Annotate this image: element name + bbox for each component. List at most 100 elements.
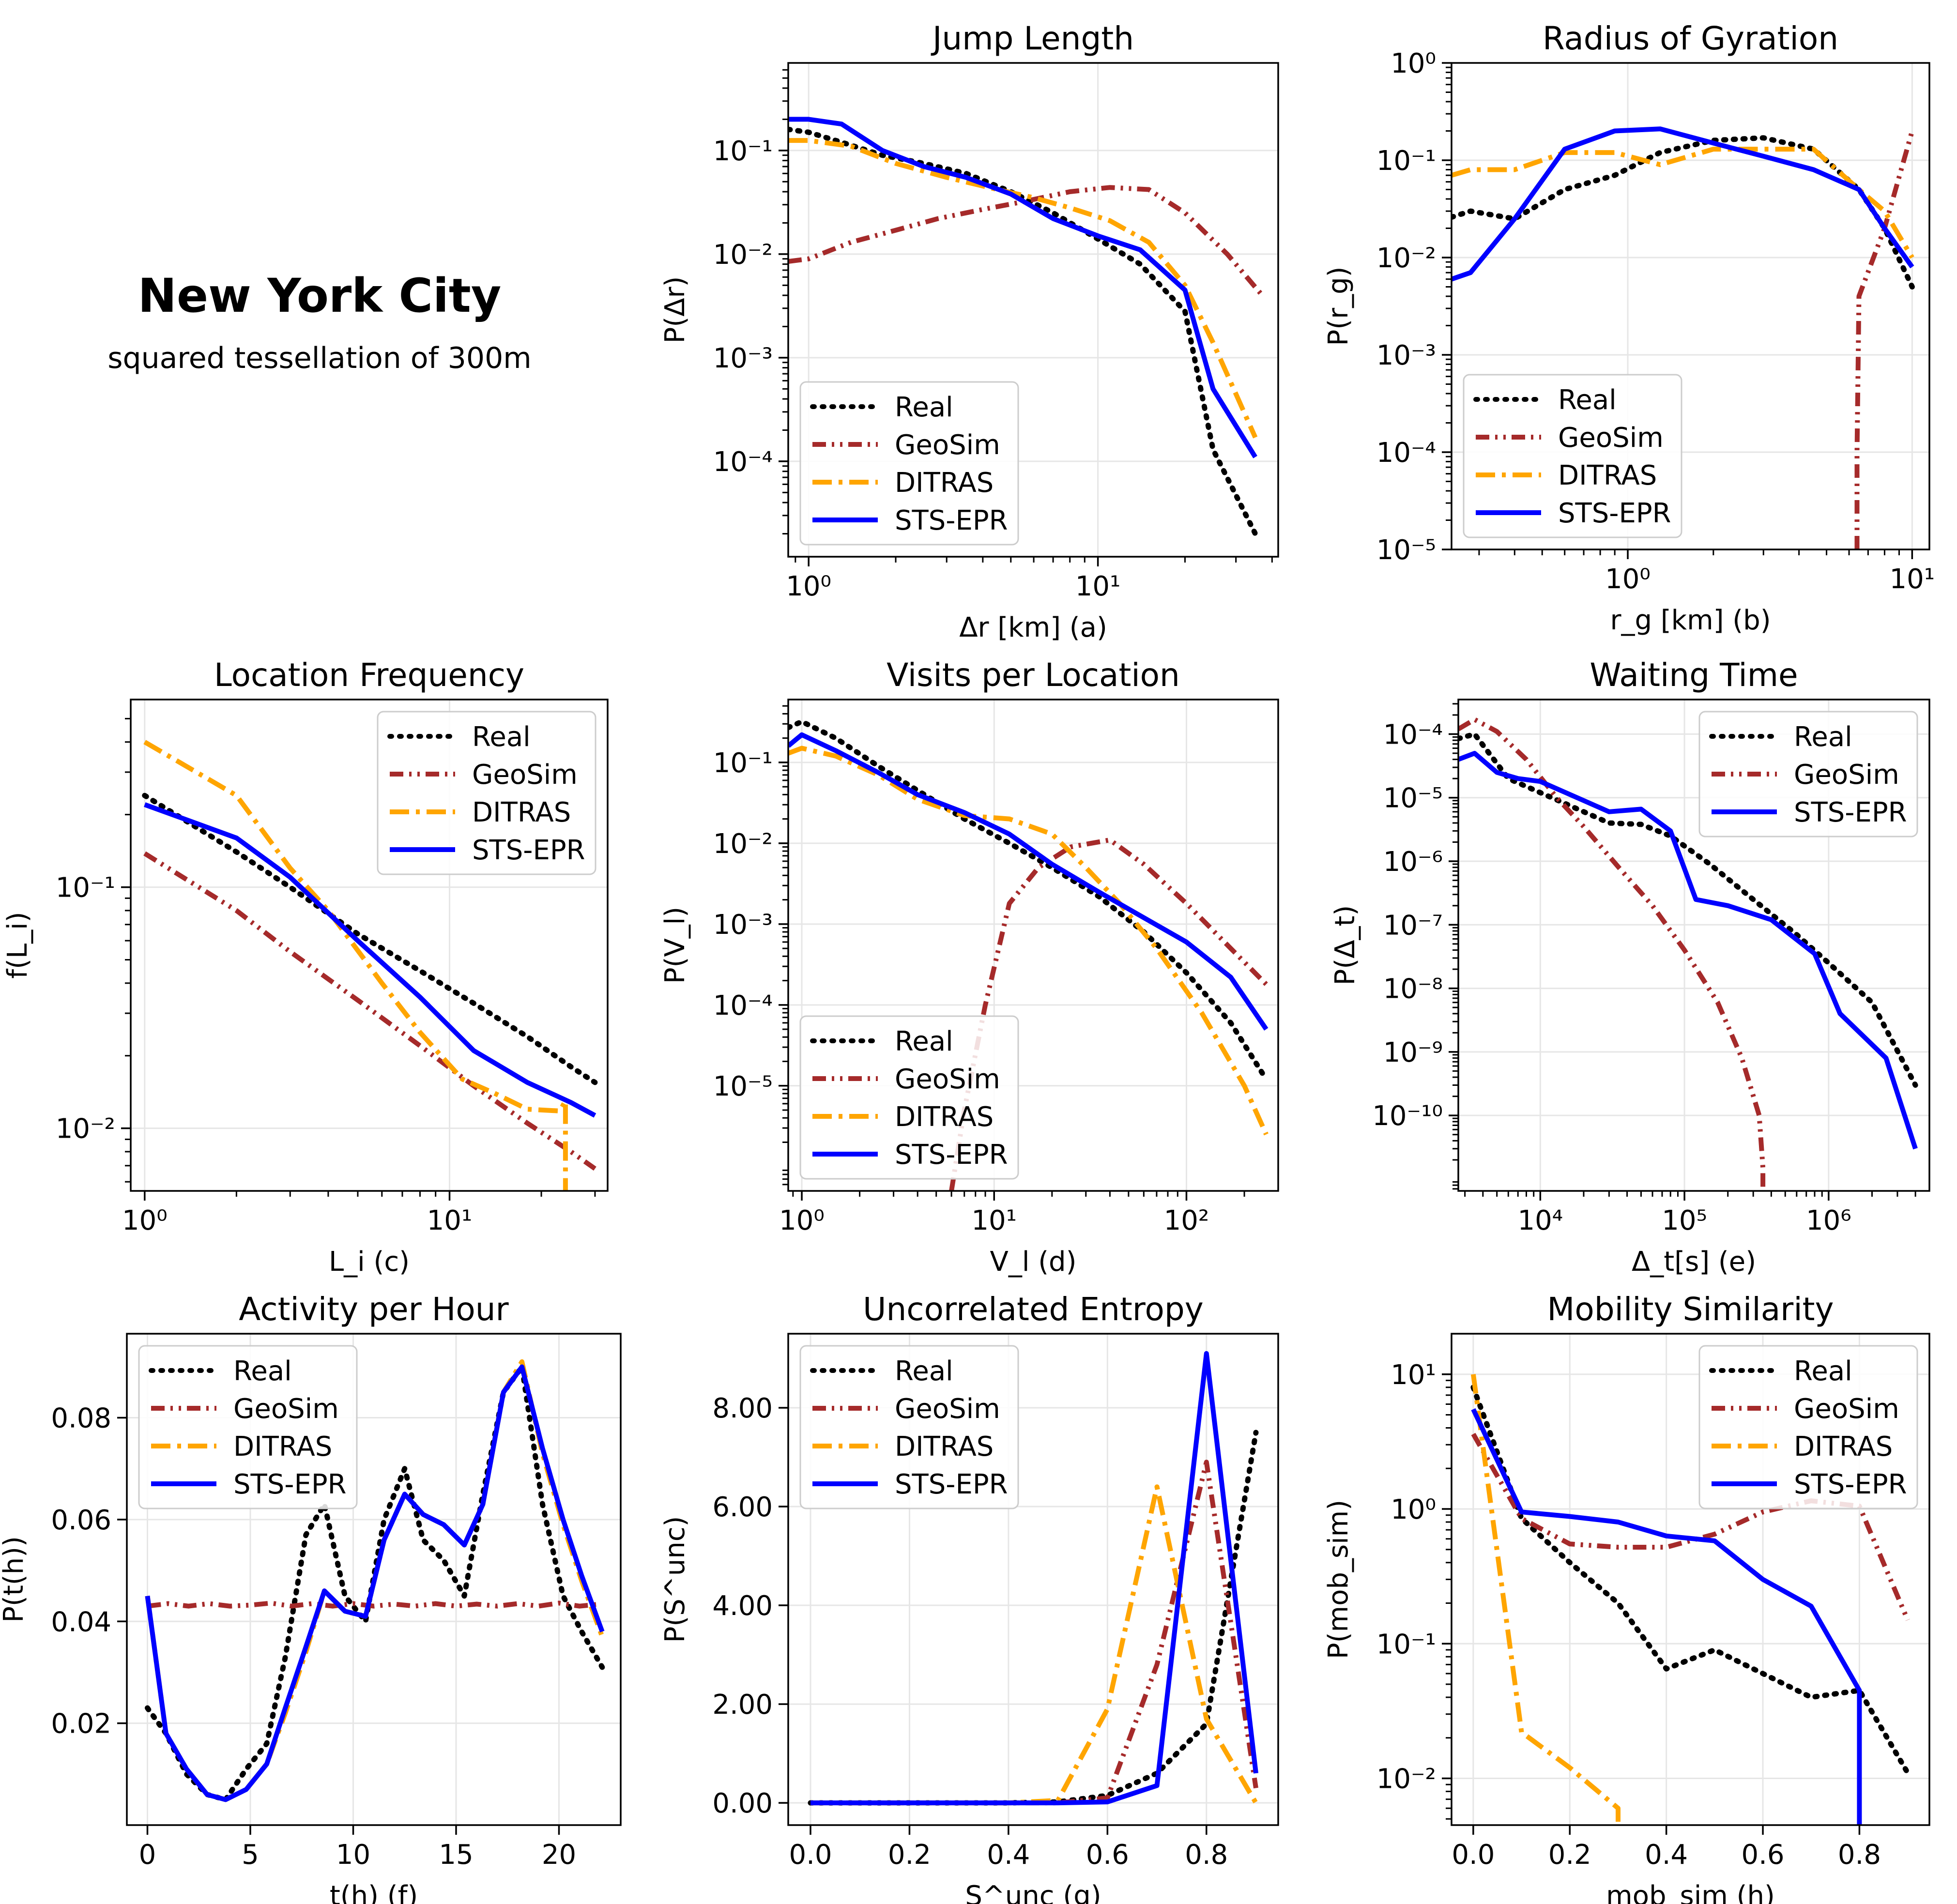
- series-line-sts-epr: [810, 1351, 1258, 1806]
- chart-jump-length: 10⁰ 10¹ 10⁻¹ 10⁻² 10⁻³ 10⁻⁴ Jump Length Δr [km]…: [659, 20, 1279, 643]
- series-line-ditras: [788, 746, 1269, 1136]
- series-line-ditras: [1470, 1374, 1621, 1825]
- y-tick-label: 10⁻¹: [1376, 145, 1436, 177]
- series-line-sts-epr: [1458, 751, 1918, 1150]
- legend-label-real: Real: [895, 1356, 953, 1387]
- y-tick-label: 10⁻²: [713, 239, 773, 271]
- legend-box: [377, 711, 596, 875]
- y-tick-label: 10⁻¹: [56, 872, 115, 904]
- x-tick-label: 0.2: [1548, 1839, 1591, 1871]
- plot-frame: [130, 699, 609, 1192]
- x-tick-label: 10⁰: [122, 1205, 168, 1236]
- y-tick-label: 10⁻⁸: [1383, 974, 1443, 1005]
- y-axis-label: f(L_i): [2, 912, 33, 978]
- legend-box: [138, 1345, 358, 1509]
- x-tick-label: 10⁰: [786, 571, 831, 602]
- y-tick-label: 10⁻⁵: [713, 1071, 773, 1102]
- series-line-real: [788, 719, 1269, 1082]
- series-line-real: [1470, 1385, 1911, 1776]
- chart-visits-per-location: 10⁰ 10¹ 10² 10⁻¹ 10⁻² 10⁻³ 10⁻⁴ 10⁻⁵ Visits per …: [659, 656, 1279, 1278]
- series-line-ditras: [788, 138, 1258, 439]
- y-axis-label: P(Δr): [659, 276, 691, 344]
- legend-box: [1698, 1345, 1918, 1509]
- y-tick-label: 10¹: [1391, 1359, 1436, 1391]
- chart-title: Radius of Gyration: [1543, 20, 1838, 57]
- y-tick-label: 0.00: [712, 1788, 773, 1819]
- legend-label-sts-epr: STS-EPR: [895, 1139, 1008, 1171]
- y-tick-label: 10⁻⁴: [1376, 437, 1436, 469]
- y-tick-label: 10⁻⁹: [1383, 1037, 1443, 1068]
- legend: Real GeoSim DITRAS STS-EPR: [138, 1345, 358, 1509]
- x-axis-label: r_g [km] (b): [1610, 605, 1771, 636]
- chart-location-frequency: 10⁰ 10¹ 10⁻¹ 10⁻² Location Frequency L_i (c) f…: [2, 656, 609, 1278]
- x-axis-label: Δ_t[s] (e): [1632, 1246, 1756, 1278]
- y-tick-label: 10⁰: [1391, 1494, 1436, 1525]
- series-group: [1470, 1374, 1911, 1825]
- y-tick-label: 10⁻¹: [713, 136, 773, 167]
- series-line-sts-epr: [144, 802, 596, 1118]
- x-tick-label: 10⁰: [779, 1205, 825, 1236]
- y-tick-label: 10⁻⁶: [1383, 846, 1443, 878]
- legend: Real GeoSim DITRAS STS-EPR: [377, 711, 596, 875]
- legend-label-geosim: GeoSim: [233, 1393, 339, 1425]
- series-group: [142, 740, 598, 1191]
- legend-label-geosim: GeoSim: [1558, 422, 1664, 454]
- x-tick-label: 10¹: [1075, 571, 1121, 602]
- y-tick-label: 10⁻²: [56, 1113, 115, 1145]
- chart-waiting-time: 10⁴ 10⁵ 10⁶ 10⁻⁴ 10⁻⁵ 10⁻⁶ 10⁻⁷ 10⁻⁸ 10⁻⁹ 10⁻¹⁰ Wa…: [1330, 656, 1930, 1278]
- chart-title: Uncorrelated Entropy: [863, 1291, 1204, 1328]
- y-tick-label: 10⁻⁵: [1383, 783, 1443, 814]
- series-line-real: [1458, 731, 1918, 1088]
- legend-label-geosim: GeoSim: [895, 1064, 1000, 1095]
- legend-box: [1463, 374, 1682, 538]
- x-tick-label: 10²: [1164, 1205, 1209, 1236]
- legend-label-ditras: DITRAS: [1794, 1431, 1893, 1462]
- chart-title: Jump Length: [931, 20, 1134, 57]
- x-axis-label: V_l (d): [990, 1246, 1077, 1278]
- legend-label-geosim: GeoSim: [895, 429, 1000, 461]
- series-line-real: [142, 792, 598, 1085]
- legend-label-sts-epr: STS-EPR: [233, 1469, 347, 1500]
- series-group: [145, 1359, 605, 1802]
- x-tick-label: 0.4: [987, 1839, 1030, 1871]
- x-tick-label: 5: [242, 1839, 259, 1871]
- y-axis-label: P(S^unc): [659, 1516, 691, 1643]
- legend: Real GeoSim DITRAS STS-EPR: [799, 1015, 1019, 1180]
- x-axis-label: mob_sim (h): [1606, 1880, 1775, 1904]
- series-line-ditras: [1452, 147, 1914, 259]
- x-tick-label: 10¹: [427, 1205, 473, 1236]
- x-axis-label: t(h) (f): [330, 1880, 418, 1904]
- y-tick-label: 6.00: [712, 1492, 773, 1523]
- legend-label-ditras: DITRAS: [233, 1431, 332, 1462]
- x-tick-label: 20: [542, 1839, 576, 1871]
- x-tick-label: 10¹: [1889, 564, 1935, 595]
- legend-label-ditras: DITRAS: [895, 467, 994, 499]
- y-tick-label: 10⁻³: [713, 909, 773, 941]
- x-tick-label: 10¹: [971, 1205, 1017, 1236]
- x-tick-label: 0.6: [1086, 1839, 1129, 1871]
- legend-label-sts-epr: STS-EPR: [1558, 498, 1671, 529]
- y-tick-label: 10⁻⁷: [1383, 910, 1443, 941]
- plot-frame: [1451, 1333, 1930, 1826]
- plot-frame: [787, 62, 1279, 558]
- y-tick-label: 0.04: [51, 1606, 111, 1638]
- legend-label-real: Real: [895, 1026, 953, 1057]
- series-line-geosim: [1458, 717, 1766, 1191]
- x-tick-label: 0.0: [1452, 1839, 1495, 1871]
- y-tick-label: 10⁻⁵: [1376, 534, 1436, 566]
- y-tick-label: 8.00: [712, 1393, 773, 1424]
- legend-label-real: Real: [233, 1356, 292, 1387]
- chart-title: Location Frequency: [214, 656, 524, 694]
- chart-radius-of-gyration: 10⁰ 10¹ 10⁰ 10⁻¹ 10⁻² 10⁻³ 10⁻⁴ 10⁻⁵ Radius of G…: [1323, 20, 1935, 636]
- y-tick-label: 2.00: [712, 1689, 773, 1721]
- series-group: [808, 1351, 1259, 1806]
- legend: Real GeoSim DITRAS STS-EPR: [1463, 374, 1682, 538]
- series-line-geosim: [143, 851, 596, 1171]
- x-tick-label: 10: [336, 1839, 370, 1871]
- y-axis-label: P(r_g): [1323, 266, 1354, 346]
- series-group: [788, 117, 1264, 536]
- y-tick-label: 10⁻¹⁰: [1372, 1100, 1443, 1132]
- x-tick-label: 10⁰: [1605, 564, 1651, 595]
- legend-label-sts-epr: STS-EPR: [895, 505, 1008, 536]
- y-tick-label: 0.02: [51, 1708, 111, 1740]
